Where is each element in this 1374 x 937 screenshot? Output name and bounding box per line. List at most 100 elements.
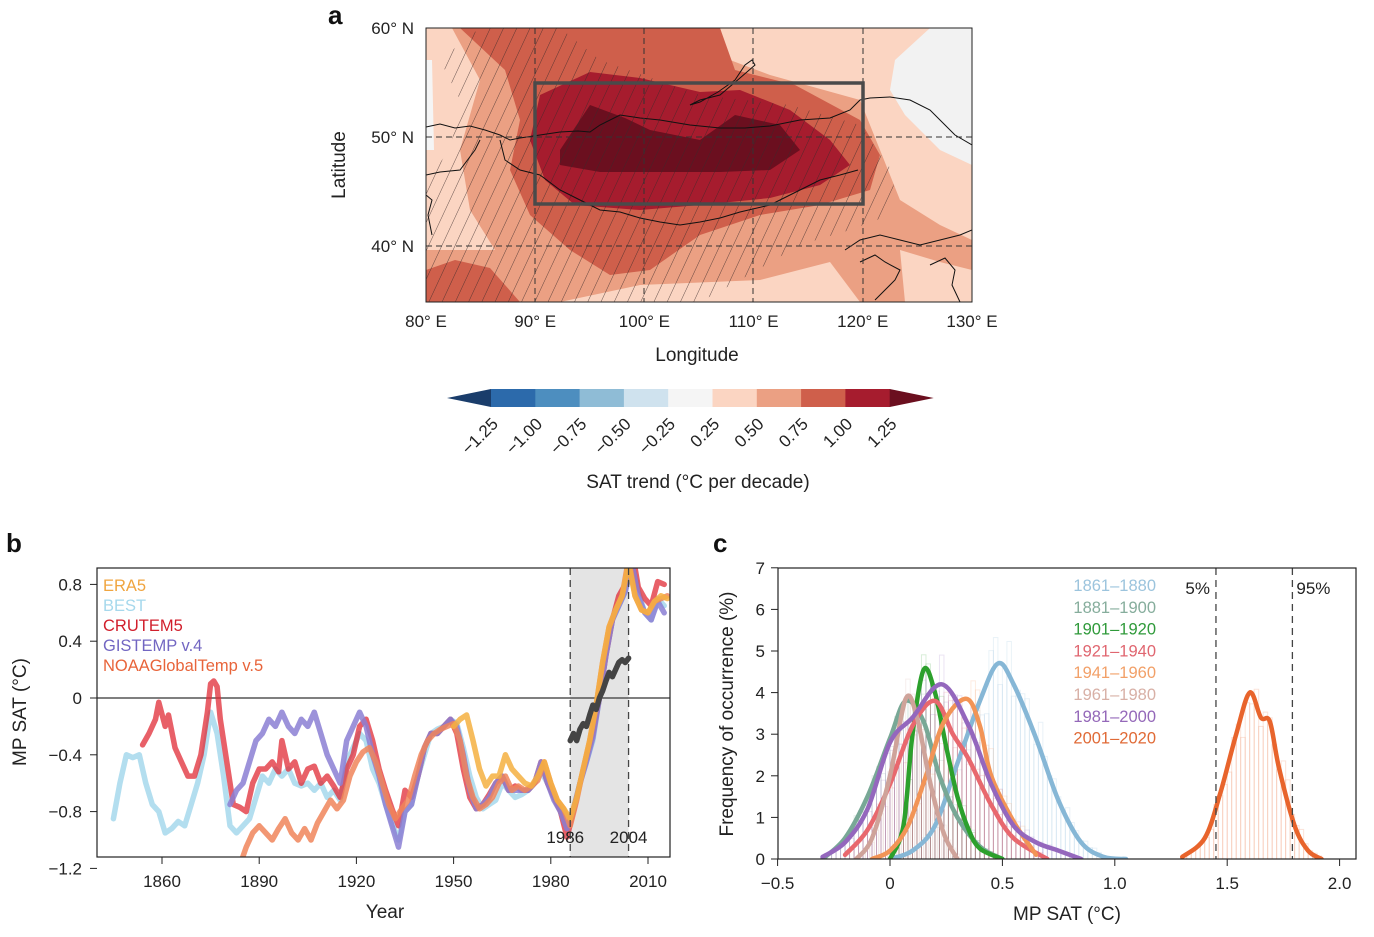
x-tick-label: 1860 [143,872,181,891]
histogram-bar [934,826,940,859]
colorbar-tick-label: 0.25 [686,414,723,451]
map-x-tick-label: 80° E [405,312,447,331]
y-tick-label: −0.8 [48,803,82,822]
y-tick-label: 5 [756,642,765,661]
map-x-tick-label: 100° E [619,312,670,331]
map-y-tick-label: 60° N [371,19,414,38]
panel-c: c 5% 95% −0.5 0 0.5 1.0 1.5 2.0 0 1 2 3 4 5 6 7 1861–… [713,528,1357,925]
legend-c: 1861–1880 1881–1900 1901–1920 1921–1940 1941… [1073,577,1156,748]
legend-entry: 1961–1980 [1073,686,1156,704]
histogram-bar [988,650,994,859]
map-frame [425,27,973,303]
map-y-ticks: 60° N 50° N 40° N [371,19,414,256]
colorbar-segment [756,389,802,407]
map-x-ticks: 80° E 90° E 100° E 110° E 120° E 130° E [405,312,998,331]
distribution-curve-1941-1960 [869,696,1039,859]
histogram-bar [997,684,1003,859]
contour-near-zero [426,60,434,150]
histogram-bar [992,637,999,859]
significance-hatching [426,28,895,302]
legend-entry: BEST [103,597,146,615]
legend-entry: GISTEMP v.4 [103,637,202,655]
map-y-tick-label: 40° N [371,237,414,256]
histogram-bar [943,701,949,859]
legend-entry: 1861–1880 [1073,577,1156,595]
colorbar-label: SAT trend (°C per decade) [586,472,809,493]
x-tick-label: 2010 [629,872,667,891]
legend-entry: NOAAGlobalTemp v.5 [103,657,263,675]
colorbar: −1.25 −1.00 −0.75 −0.50 −0.25 0.25 0.50 0.75 1.0… [447,389,934,458]
histogram-bar [1222,784,1228,859]
y-tick-label: −1.2 [48,859,82,878]
histogram-bar [916,803,922,859]
colorbar-segment [491,389,536,407]
period-boundary-label: 2004 [610,828,648,847]
legend-entry: CRUTEM5 [103,617,183,635]
histogram-bar [920,837,927,859]
colorbar-tick-label: −1.25 [458,414,502,458]
y-ticks-c: 0 1 2 3 4 5 6 7 [756,559,778,869]
plot-frame-c [777,567,1357,860]
histogram-bar [1226,771,1233,859]
histogram-bar [1235,723,1242,859]
histogram-bar [1208,828,1215,859]
map-x-tick-label: 110° E [729,312,779,331]
contour-near-zero [890,28,972,165]
histogram-bar [1244,702,1251,859]
x-tick-label: 1920 [337,872,375,891]
y-tick-label: 0 [73,689,82,708]
x-tick-label: 0 [885,874,894,893]
histogram-bar [1006,640,1012,859]
colorbar-tick-label: 1.00 [819,414,856,451]
period-boundaries: 1986 2004 [546,568,647,857]
distribution-curve-1981-2000 [820,682,1084,859]
colorbar-tick-label: −0.50 [591,414,635,458]
colorbar-segment [801,389,846,407]
histogram-bar [929,773,936,859]
colorbar-segment [623,389,669,407]
x-tick-label: 1.0 [1103,874,1127,893]
map-x-tick-label: 90° E [514,312,556,331]
x-tick-label: 1.5 [1215,874,1239,893]
panel-label-b: b [6,528,22,558]
x-ticks-b: 1860 1890 1920 1950 1980 2010 [143,857,667,891]
histogram-bar [1240,736,1246,859]
distribution-curve-2001-2020 [1179,690,1324,859]
histogram-bar [1258,725,1264,859]
x-tick-label: 0.5 [991,874,1015,893]
panel-b: b 1986 2004 1860 1890 1920 1950 1980 2010 0.8 0… [6,528,671,923]
x-tick-label: 2.0 [1328,874,1352,893]
histogram-bar [965,763,972,859]
histogram-bar [1253,688,1260,859]
series-line-era5 [450,568,670,822]
histogram-bar [1249,703,1255,859]
histogram-bar [983,713,990,859]
legend-b: ERA5 BEST CRUTEM5 GISTEMP v.4 NOAAGlobalTemp… [103,577,263,675]
y-tick-label: 0.8 [58,575,82,594]
histogram-bar [956,704,963,859]
panel-label-c: c [713,528,727,558]
y-tick-label: 2 [756,767,765,786]
histogram-bar [947,796,954,859]
y-tick-label: 6 [756,600,765,619]
colorbar-segment [579,389,625,407]
y-tick-label: 0 [756,850,765,869]
y-tick-label: 0.4 [58,632,82,651]
legend-entry: ERA5 [103,577,146,595]
histogram-bar [965,719,972,859]
distribution-curve-1961-1980 [854,693,960,859]
x-ticks-c: −0.5 0 0.5 1.0 1.5 2.0 [761,859,1352,893]
country-borders [426,59,972,302]
histogram-bar [1010,825,1017,859]
y-tick-label: 1 [756,808,765,827]
y-tick-label: −0.4 [48,746,82,765]
map-x-tick-label: 120° E [837,312,888,331]
histogram-bar [956,695,963,859]
x-axis-title-c: MP SAT (°C) [1013,904,1121,925]
colorbar-segment [712,389,758,407]
colorbar-segment [845,389,891,407]
y-axis-title-c: Frequency of occurrence (%) [717,592,738,837]
study-region-box [533,81,865,206]
map-y-axis-title: Latitude [329,131,350,199]
